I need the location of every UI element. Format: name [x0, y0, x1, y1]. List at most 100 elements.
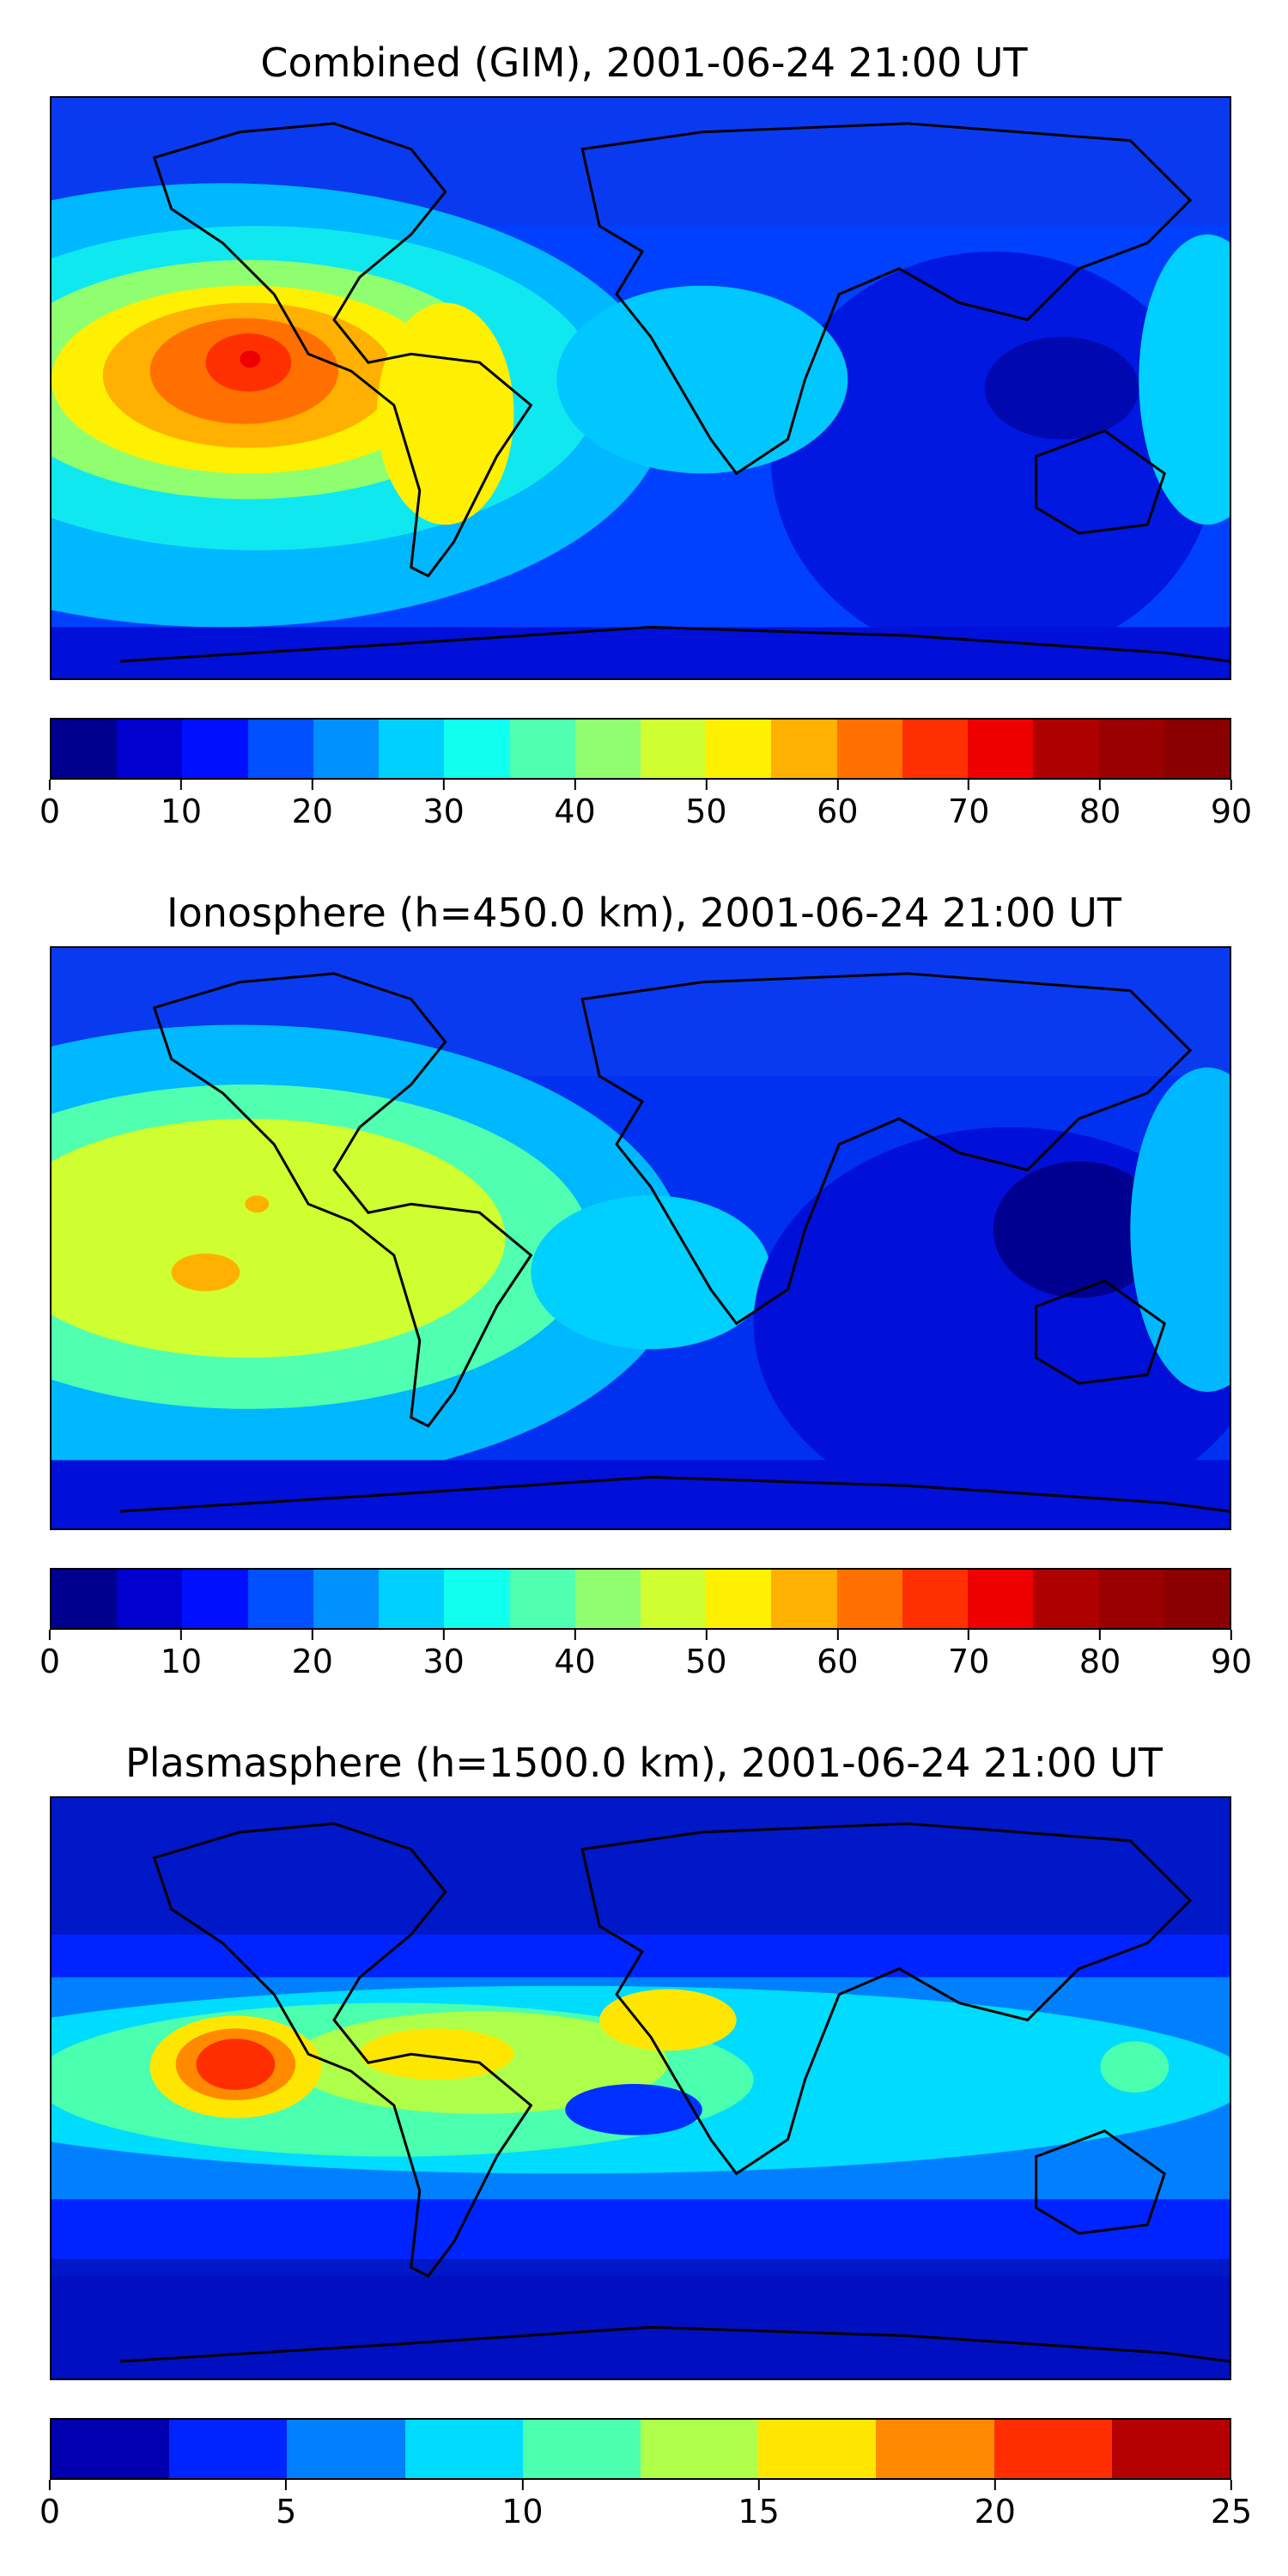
colorbar-segment [117, 720, 183, 778]
colorbar-tick-label: 70 [948, 1643, 990, 1680]
colorbar-segment [247, 720, 313, 778]
colorbar-tick: 15 [738, 2480, 780, 2530]
colorbar-segment [52, 720, 118, 778]
colorbar-tick-label: 80 [1078, 793, 1121, 830]
colorbar-tick-label: 25 [1210, 2493, 1253, 2530]
colorbar-tick: 30 [422, 780, 465, 830]
colorbar-segment [444, 1570, 510, 1628]
colorbar-segment [968, 720, 1034, 778]
colorbar-tick: 30 [422, 1630, 465, 1680]
colorbar-segment [117, 1570, 183, 1628]
colorbar-tick-label: 0 [39, 2493, 61, 2530]
colorbar-tick-label: 90 [1210, 1643, 1253, 1680]
colorbar-segment [771, 720, 837, 778]
colorbar-ticks-ionosphere: 0 10 20 30 40 50 60 70 80 90 [39, 1630, 1252, 1678]
colorbar-segment [993, 2420, 1112, 2478]
colorbar-tick-label: 60 [817, 793, 859, 830]
colorbar-segment [509, 720, 575, 778]
panel-title-combined: Combined (GIM), 2001-06-24 21:00 UT [260, 39, 1028, 86]
colorbar-plasmasphere [50, 2418, 1231, 2480]
colorbar-tick-label: 90 [1210, 793, 1253, 830]
colorbar-segment [1163, 720, 1230, 778]
colorbar-tick: 60 [817, 1630, 859, 1680]
colorbar-segment [313, 1570, 380, 1628]
colorbar-tick: 0 [39, 1630, 60, 1678]
colorbar-tick-label: 30 [422, 1643, 465, 1680]
colorbar-segment [641, 2420, 759, 2478]
colorbar-segment [758, 2420, 877, 2478]
colorbar-tick-label: 15 [738, 2493, 780, 2530]
colorbar-segment [379, 720, 445, 778]
colorbar-tick: 10 [161, 1630, 202, 1678]
colorbar-segment [640, 1570, 707, 1628]
colorbar-segment [404, 2420, 523, 2478]
colorbar-segment [1033, 720, 1099, 778]
colorbar-tick-label: 20 [291, 793, 333, 830]
colorbar-segment [574, 1570, 641, 1628]
colorbar-segment [182, 720, 248, 778]
colorbar-tick: 5 [276, 2480, 296, 2528]
colorbar-tick: 50 [685, 780, 727, 830]
colorbar-tick-label: 0 [39, 793, 61, 830]
colorbar-tick: 70 [948, 1630, 989, 1678]
colorbar-tick: 80 [1079, 780, 1121, 828]
colorbar-segment [247, 1570, 313, 1628]
colorbar-ticks-plasmasphere: 0 5 10 15 20 25 [39, 2480, 1252, 2528]
colorbar-tick: 70 [948, 780, 989, 828]
colorbar-tick-label: 20 [291, 1643, 333, 1680]
colorbar-segment [968, 1570, 1034, 1628]
colorbar-tick-label: 40 [554, 1643, 596, 1680]
colorbar-tick: 40 [554, 1630, 596, 1680]
colorbar-segment [169, 2420, 288, 2478]
colorbar-tick: 10 [161, 780, 202, 828]
panel-title-plasmasphere: Plasmasphere (h=1500.0 km), 2001-06-24 2… [125, 1740, 1163, 1786]
panel-title-ionosphere: Ionosphere (h=450.0 km), 2001-06-24 21:0… [167, 890, 1121, 936]
colorbar-tick: 90 [1211, 780, 1252, 828]
colorbar-segment [444, 720, 510, 778]
colorbar-segment [1111, 2420, 1230, 2478]
colorbar-tick: 0 [39, 780, 60, 828]
colorbar-segment [1033, 1570, 1099, 1628]
colorbar-tick: 60 [817, 780, 859, 830]
colorbar-tick: 25 [1211, 2480, 1252, 2528]
colorbar-tick-label: 50 [685, 793, 727, 830]
colorbar-tick-label: 5 [276, 2493, 297, 2530]
colorbar-segment [1098, 1570, 1164, 1628]
colorbar-tick-label: 0 [39, 1643, 61, 1680]
colorbar-segment [574, 720, 641, 778]
colorbar-tick: 10 [501, 2480, 544, 2528]
colorbar-segment [52, 1570, 118, 1628]
colorbar-segment [902, 1570, 969, 1628]
colorbar-tick: 50 [685, 1630, 727, 1680]
colorbar-tick: 40 [554, 780, 596, 828]
colorbar-segment [522, 2420, 641, 2478]
map-plasmasphere-tec [50, 1796, 1231, 2380]
colorbar-segment [640, 720, 707, 778]
colorbar-segment [836, 720, 902, 778]
colorbar-tick: 0 [39, 2480, 60, 2528]
colorbar-tick-label: 10 [160, 793, 203, 830]
colorbar-tick: 20 [975, 2480, 1016, 2528]
colorbar-tick: 80 [1079, 1630, 1121, 1678]
colorbar-segment [379, 1570, 445, 1628]
colorbar-ticks-combined: 0 10 20 30 40 50 60 70 80 90 [39, 780, 1252, 828]
colorbar-segment [902, 720, 969, 778]
colorbar-combined [50, 718, 1231, 780]
colorbar-segment [771, 1570, 837, 1628]
colorbar-tick-label: 10 [160, 1643, 203, 1680]
colorbar-tick-label: 70 [948, 793, 990, 830]
colorbar-segment [313, 720, 380, 778]
colorbar-segment [287, 2420, 405, 2478]
colorbar-segment [836, 1570, 902, 1628]
colorbar-segment [706, 720, 772, 778]
colorbar-ionosphere [50, 1568, 1231, 1630]
colorbar-tick-label: 30 [422, 793, 465, 830]
colorbar-tick-label: 60 [817, 1643, 859, 1680]
colorbar-segment [509, 1570, 575, 1628]
map-ionosphere-tec [50, 946, 1231, 1530]
colorbar-tick-label: 50 [685, 1643, 727, 1680]
colorbar-segment [1163, 1570, 1230, 1628]
map-combined-tec [50, 96, 1231, 680]
colorbar-segment [1098, 720, 1164, 778]
colorbar-tick: 20 [292, 1630, 333, 1678]
